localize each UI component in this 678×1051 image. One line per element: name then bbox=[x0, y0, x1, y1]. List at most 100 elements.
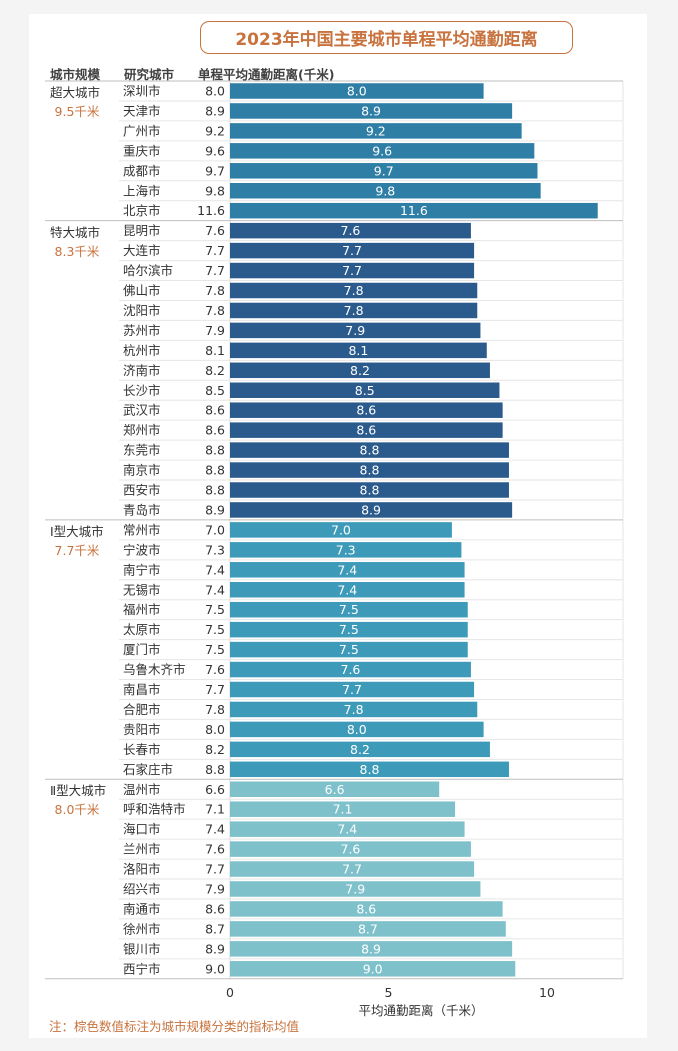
city-label: 昆明市 bbox=[123, 223, 161, 238]
bar bbox=[230, 641, 468, 658]
bar bbox=[230, 143, 535, 159]
bar-data-label: 7.4 bbox=[337, 562, 357, 577]
bar bbox=[230, 801, 456, 817]
bar bbox=[230, 701, 478, 718]
city-label: 西安市 bbox=[123, 483, 161, 498]
city-label: 郑州市 bbox=[123, 423, 161, 438]
group-mean: 7.7千米 bbox=[54, 542, 100, 558]
bar bbox=[230, 781, 440, 797]
bar-data-label: 9.0 bbox=[363, 961, 383, 976]
city-label: 南通市 bbox=[123, 901, 161, 916]
city-label: 福州市 bbox=[123, 602, 161, 617]
value-label: 8.2 bbox=[205, 742, 225, 757]
value-label: 6.6 bbox=[205, 782, 225, 797]
x-axis-label: 平均通勤距离（千米） bbox=[358, 1003, 483, 1018]
bar-data-label: 7.8 bbox=[344, 283, 364, 298]
city-label: 无锡市 bbox=[123, 582, 161, 597]
bar bbox=[230, 83, 484, 99]
city-label: 杭州市 bbox=[123, 343, 161, 358]
group-name: Ⅰ型大城市 bbox=[50, 523, 104, 539]
city-label: 乌鲁木齐市 bbox=[123, 662, 186, 677]
bar bbox=[230, 202, 598, 219]
value-label: 7.8 bbox=[205, 283, 225, 298]
bar-data-label: 8.8 bbox=[360, 483, 380, 498]
bar-data-label: 9.6 bbox=[372, 143, 392, 158]
bar bbox=[230, 183, 541, 199]
bar bbox=[230, 522, 452, 538]
city-label: 贵阳市 bbox=[123, 722, 161, 737]
bar-data-label: 8.6 bbox=[356, 901, 376, 916]
city-label: 重庆市 bbox=[123, 143, 161, 158]
bar bbox=[230, 542, 462, 558]
value-label: 7.4 bbox=[205, 822, 225, 837]
bar-data-label: 11.6 bbox=[400, 203, 428, 218]
city-label: 哈尔滨市 bbox=[123, 263, 173, 278]
bar-data-label: 7.8 bbox=[344, 303, 364, 318]
bar bbox=[230, 601, 468, 618]
city-label: 洛阳市 bbox=[123, 862, 161, 877]
bar-data-label: 8.9 bbox=[361, 502, 381, 517]
value-label: 8.8 bbox=[205, 762, 225, 777]
column-header-distance: 单程平均通勤距离(千米) bbox=[198, 67, 335, 82]
bar bbox=[230, 462, 509, 478]
value-label: 7.5 bbox=[205, 642, 225, 657]
city-label: 南京市 bbox=[123, 463, 161, 478]
city-label: 银川市 bbox=[123, 941, 161, 956]
bar bbox=[230, 442, 509, 458]
city-label: 长春市 bbox=[123, 742, 161, 757]
value-label: 8.6 bbox=[205, 403, 225, 418]
bar-data-label: 8.0 bbox=[347, 722, 367, 737]
value-label: 7.8 bbox=[205, 303, 225, 318]
value-label: 7.0 bbox=[205, 522, 225, 537]
bar-data-label: 7.7 bbox=[342, 243, 362, 258]
value-label: 7.5 bbox=[205, 622, 225, 637]
value-label: 7.6 bbox=[205, 842, 225, 857]
value-label: 7.4 bbox=[205, 582, 225, 597]
group-mean: 8.3千米 bbox=[54, 243, 100, 259]
bar bbox=[230, 821, 465, 837]
bar-data-label: 7.3 bbox=[336, 542, 356, 557]
group-name: 超大城市 bbox=[50, 85, 101, 100]
city-label: 呼和浩特市 bbox=[123, 802, 186, 817]
bar bbox=[230, 901, 503, 917]
bar bbox=[230, 163, 538, 179]
bar bbox=[230, 422, 503, 438]
bar-data-label: 7.6 bbox=[341, 223, 361, 238]
value-label: 9.6 bbox=[205, 143, 225, 158]
value-label: 9.8 bbox=[205, 183, 225, 198]
bar bbox=[230, 761, 509, 778]
bar-data-label: 7.5 bbox=[339, 622, 359, 637]
city-label: 武汉市 bbox=[123, 403, 161, 418]
bar bbox=[230, 242, 475, 259]
value-label: 8.8 bbox=[205, 443, 225, 458]
bar-data-label: 8.6 bbox=[356, 403, 376, 418]
city-label: 宁波市 bbox=[123, 542, 161, 557]
bar-data-label: 9.8 bbox=[375, 183, 395, 198]
city-label: 绍兴市 bbox=[123, 882, 161, 897]
city-label: 北京市 bbox=[123, 203, 161, 218]
city-label: 太原市 bbox=[123, 622, 161, 637]
group-name: Ⅱ型大城市 bbox=[50, 783, 107, 799]
bar bbox=[230, 881, 481, 897]
chart-title: 2023年中国主要城市单程平均通勤距离 bbox=[200, 21, 573, 54]
value-label: 7.7 bbox=[205, 243, 225, 258]
bar-data-label: 8.8 bbox=[360, 463, 380, 478]
city-label: 兰州市 bbox=[123, 842, 161, 857]
value-label: 7.7 bbox=[205, 862, 225, 877]
bar-data-label: 7.5 bbox=[339, 602, 359, 617]
group-mean: 8.0千米 bbox=[54, 802, 100, 818]
city-label: 合肥市 bbox=[123, 702, 161, 717]
bar-data-label: 8.6 bbox=[356, 423, 376, 438]
bar-data-label: 7.0 bbox=[331, 522, 351, 537]
bar bbox=[230, 262, 475, 279]
bar bbox=[230, 562, 465, 578]
city-label: 长沙市 bbox=[123, 383, 161, 398]
value-label: 11.6 bbox=[197, 203, 225, 218]
value-label: 8.9 bbox=[205, 502, 225, 517]
bar-data-label: 7.7 bbox=[342, 263, 362, 278]
bar bbox=[230, 222, 471, 239]
value-label: 7.9 bbox=[205, 323, 225, 338]
city-label: 天津市 bbox=[123, 103, 161, 118]
bar bbox=[230, 382, 500, 398]
value-label: 9.7 bbox=[205, 163, 225, 178]
